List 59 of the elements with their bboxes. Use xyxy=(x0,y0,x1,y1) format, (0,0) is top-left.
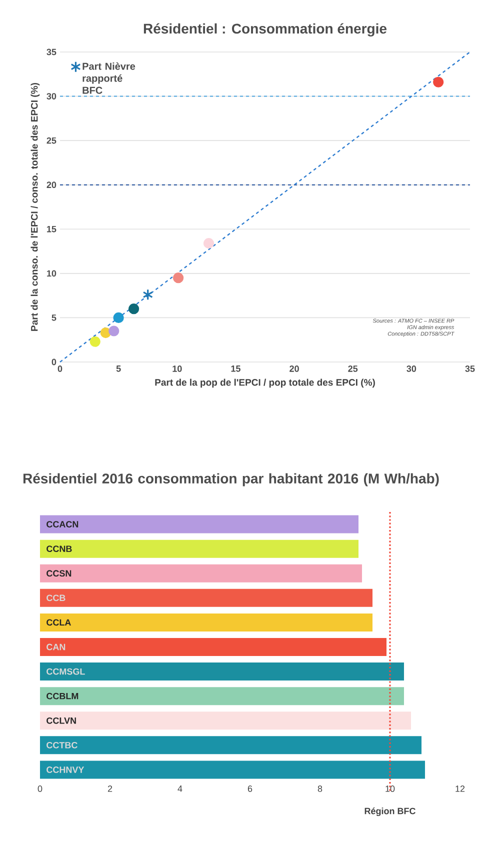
y-tick-label: CCACN xyxy=(46,521,78,528)
y-tick-label: CCTBC xyxy=(46,742,78,748)
bar xyxy=(40,540,358,558)
x-tick-label: 8 xyxy=(318,786,322,792)
x-tick-label: 6 xyxy=(248,786,252,792)
bar xyxy=(40,662,404,681)
y-tick-label: CCB xyxy=(46,594,66,602)
bar xyxy=(40,736,422,754)
bar xyxy=(40,588,372,607)
x-tick-label: 10 xyxy=(386,786,395,792)
x-tick-label: 30 xyxy=(406,366,416,372)
y-tick-label: 25 xyxy=(46,137,56,144)
legend-label: Part Nièvre rapporté BFC xyxy=(82,62,136,94)
y-tick-label: 35 xyxy=(46,48,56,56)
y-tick-label: CCNB xyxy=(46,546,72,552)
y-tick-label: 10 xyxy=(47,270,56,277)
x-axis-title: Part de la pop de l'EPCI / pop totale des EPCI (%) xyxy=(155,378,375,388)
y-tick-label: CCLA xyxy=(46,619,71,626)
bar xyxy=(40,687,404,706)
x-tick-label: 12 xyxy=(456,786,465,792)
x-tick-label: 35 xyxy=(465,366,475,372)
chart-title: Résidentiel : Consommation énergie xyxy=(144,23,387,36)
x-tick-label: 5 xyxy=(116,366,121,372)
y-tick-label: CCSN xyxy=(46,570,72,577)
chart-title: Résidentiel 2016 consommation par habitant 2016 (M Wh/hab) xyxy=(23,473,439,486)
y-tick-label: CCBLM xyxy=(46,692,78,700)
bar xyxy=(40,638,386,656)
bar xyxy=(40,564,362,582)
y-tick-label: 5 xyxy=(52,314,56,321)
bar xyxy=(40,515,358,534)
y-tick-label: CCMSGL xyxy=(46,668,85,675)
ref-line-label: Région BFC xyxy=(364,808,416,816)
y-tick-label: 20 xyxy=(46,182,56,188)
y-tick-label: 15 xyxy=(47,226,56,232)
x-tick-label: 25 xyxy=(348,366,358,372)
point xyxy=(90,336,100,347)
bar xyxy=(40,760,425,779)
point xyxy=(100,327,111,338)
point xyxy=(142,288,153,300)
point xyxy=(128,304,140,314)
x-tick-label: 15 xyxy=(231,366,240,372)
x-tick-label: 10 xyxy=(172,366,182,372)
bar xyxy=(40,613,372,632)
y-tick-label: CCLVN xyxy=(46,717,76,724)
y-tick-label: CAN xyxy=(46,644,66,650)
point xyxy=(203,238,214,249)
point xyxy=(113,312,124,324)
x-tick-label: 0 xyxy=(38,786,42,792)
y-axis-title: Part de la conso. de l'EPCI / conso. totale des EPCI (%) xyxy=(30,82,40,331)
x-tick-label: 4 xyxy=(178,786,182,792)
x-tick-label: 20 xyxy=(290,366,299,372)
y-tick-label: 30 xyxy=(46,93,56,100)
point xyxy=(108,326,120,336)
point xyxy=(433,76,444,88)
point xyxy=(173,272,184,284)
bar xyxy=(40,712,411,730)
y-tick-label: CCHNVY xyxy=(46,766,84,773)
y-tick-label: 0 xyxy=(52,358,56,366)
x-tick-label: 2 xyxy=(108,786,112,792)
